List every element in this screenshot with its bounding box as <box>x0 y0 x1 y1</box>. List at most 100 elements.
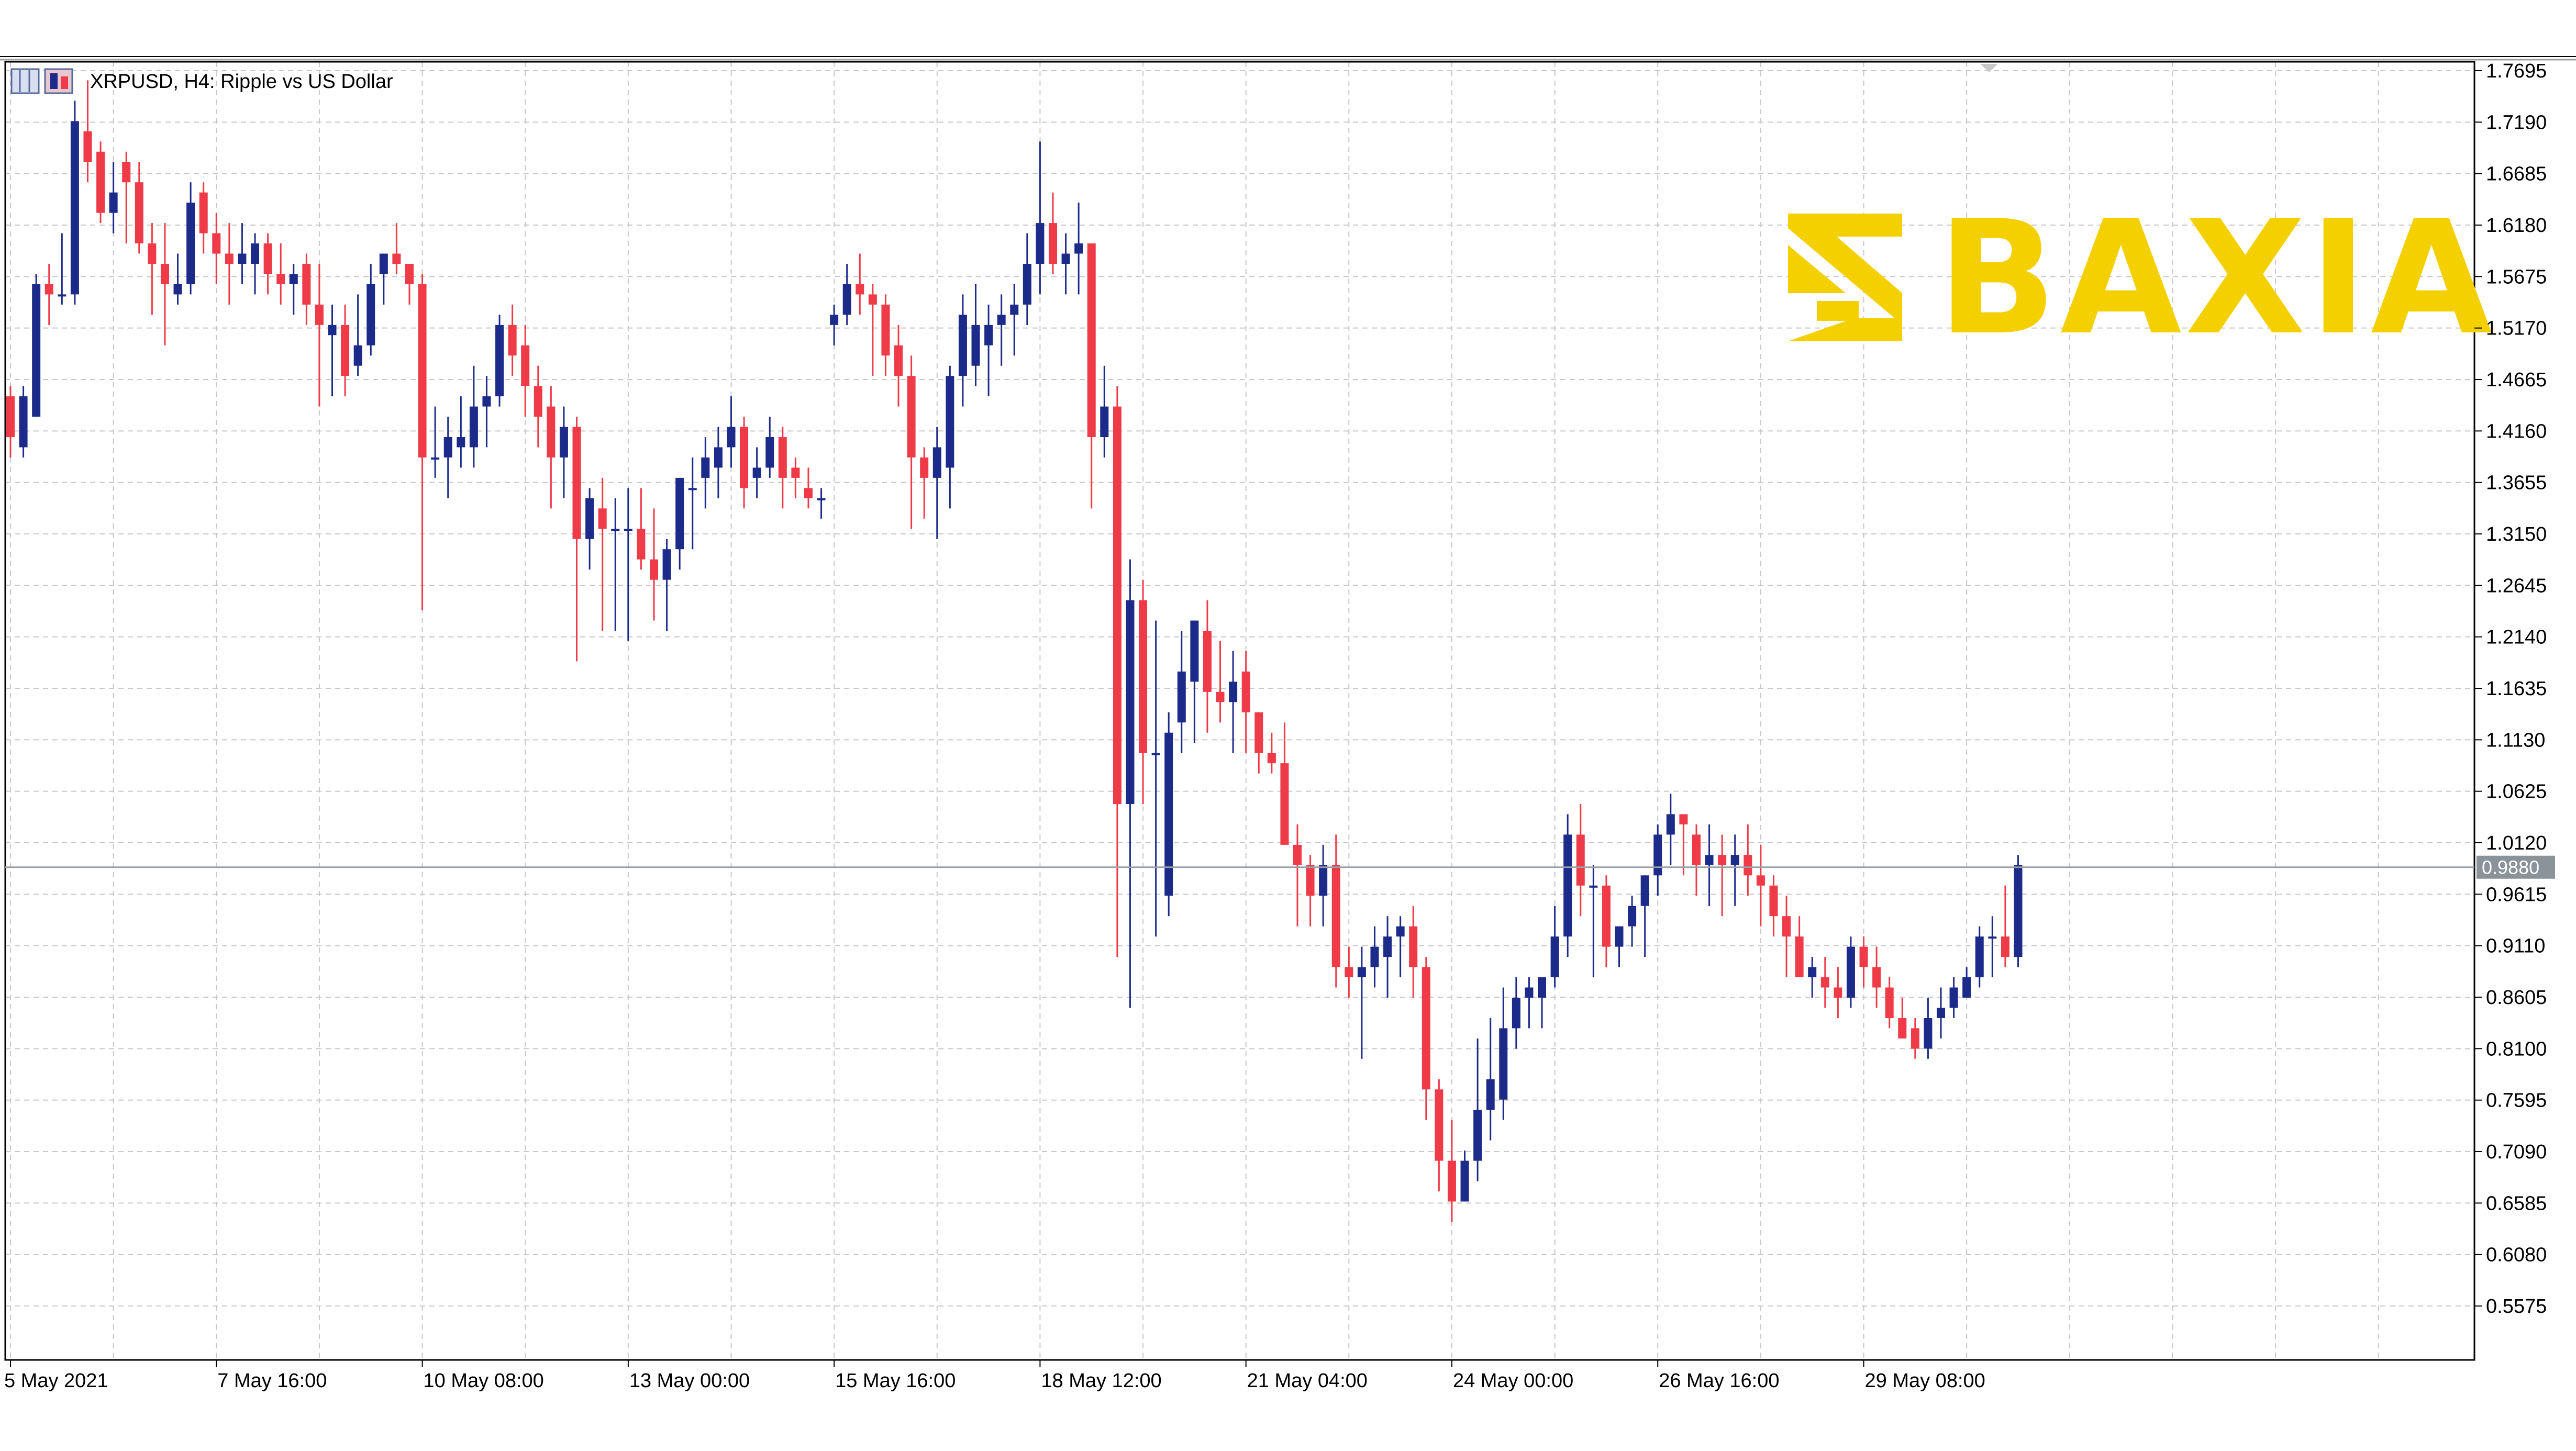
candle <box>881 294 890 376</box>
price-tick-label: 1.6685 <box>2486 163 2547 185</box>
candle <box>276 243 285 305</box>
candle <box>817 488 826 519</box>
chart-shift-marker-icon[interactable] <box>1980 64 1998 72</box>
price-tick-label: 1.5675 <box>2486 266 2547 288</box>
candle <box>2001 885 2009 967</box>
candle-body <box>32 284 41 417</box>
candle <box>1692 824 1701 896</box>
candle <box>1357 946 1366 1059</box>
candle-body <box>1422 967 1430 1090</box>
candle-body <box>392 253 401 264</box>
candle <box>19 386 28 457</box>
candle <box>1730 834 1739 906</box>
candle-body <box>1460 1160 1469 1202</box>
candle-body <box>173 284 182 295</box>
candle <box>469 365 478 468</box>
candle <box>148 223 157 315</box>
candle-body <box>1962 977 1971 998</box>
time-tick-label: 26 May 16:00 <box>1659 1370 1779 1392</box>
candle <box>1653 824 1662 896</box>
price-tick-label: 0.8605 <box>2486 987 2547 1009</box>
candle <box>263 233 272 295</box>
candle-body <box>534 386 542 417</box>
candle-body <box>1293 844 1302 865</box>
candle <box>1023 233 1031 325</box>
price-tick-label: 0.7595 <box>2486 1090 2547 1112</box>
current-price-label: 0.9880 <box>2482 857 2539 878</box>
candle-body <box>1357 967 1366 978</box>
candle-body <box>727 427 736 448</box>
candle-body <box>662 549 671 580</box>
candle-body <box>1447 1160 1456 1202</box>
candle <box>1563 814 1572 957</box>
candle-body <box>1872 967 1881 988</box>
candle-body <box>495 325 504 397</box>
candle <box>842 263 851 325</box>
candle-body <box>122 162 131 183</box>
candle-body <box>1383 936 1392 957</box>
candle-body <box>508 325 517 356</box>
candle-body <box>1640 875 1649 906</box>
candle <box>1370 926 1379 988</box>
candle-body <box>276 274 285 284</box>
candle <box>482 376 491 448</box>
candle <box>58 233 66 305</box>
candle <box>534 365 542 448</box>
candle <box>135 162 143 254</box>
price-tick-label: 1.6180 <box>2486 215 2547 237</box>
candle <box>1345 946 1353 998</box>
candle <box>1769 875 1778 937</box>
chart-grid <box>5 62 2474 1360</box>
candle <box>624 488 632 641</box>
candle-body <box>1254 712 1263 753</box>
candle <box>160 223 169 345</box>
candle-body <box>1525 987 1534 998</box>
candle <box>122 151 131 244</box>
candle <box>1100 365 1109 457</box>
candlestick-series <box>6 80 2023 1222</box>
candle <box>1602 875 1611 967</box>
candle <box>70 101 79 305</box>
candle <box>212 213 221 284</box>
candle-body <box>881 304 890 356</box>
candle-body <box>1692 834 1701 865</box>
plot-area-frame <box>4 61 2475 1361</box>
candle <box>302 253 311 325</box>
candle <box>328 304 337 397</box>
candle-body <box>96 151 105 213</box>
candle <box>559 406 568 498</box>
candle <box>1151 620 1160 937</box>
chart-window-icon[interactable] <box>10 68 73 94</box>
candle <box>418 274 427 611</box>
candle-body <box>1267 753 1276 764</box>
candle-body <box>148 243 157 264</box>
candle <box>1409 906 1418 998</box>
candle <box>1911 1018 1919 1059</box>
candle <box>1306 855 1315 927</box>
candle-body <box>263 243 272 274</box>
time-tick-label: 21 May 04:00 <box>1247 1370 1368 1392</box>
candle-body <box>1769 885 1778 917</box>
candle-body <box>1203 630 1212 692</box>
candle-body <box>907 376 916 457</box>
candle <box>1628 896 1637 947</box>
candle-body <box>2014 865 2023 957</box>
candle <box>109 162 118 233</box>
candle <box>1705 824 1714 906</box>
price-tick-label: 1.0120 <box>2486 832 2547 854</box>
candle-body <box>688 488 697 490</box>
candle-body <box>1834 987 1842 998</box>
candle-body <box>1949 987 1958 1008</box>
candle-body <box>58 294 66 297</box>
candle-body <box>1010 304 1019 315</box>
candle-body <box>817 498 826 500</box>
candle-body <box>997 315 1006 325</box>
brand-watermark: BAXIA <box>1788 187 2492 370</box>
candle-body <box>830 315 839 325</box>
candle-body <box>2001 936 2009 957</box>
candle-body <box>842 284 851 315</box>
candle-body <box>199 192 208 233</box>
candle-body <box>971 325 980 366</box>
time-tick-label: 5 May 2021 <box>4 1370 108 1392</box>
